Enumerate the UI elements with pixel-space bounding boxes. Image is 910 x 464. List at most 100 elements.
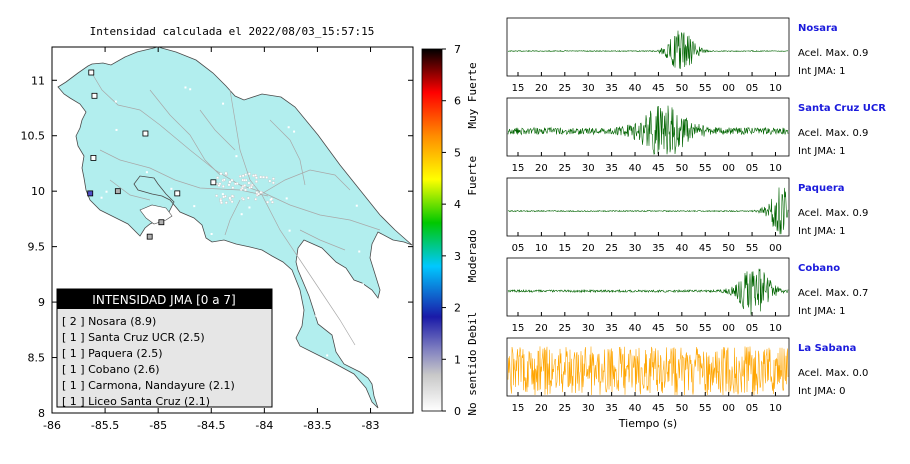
station-max-accel: Acel. Max. 0.9	[798, 128, 868, 139]
waveform-panel: 15 20 25 30 35 40 45 50 55 00 05 10 La Sabana Acel. M…	[506, 337, 868, 414]
waveform-tick-label: 30	[582, 163, 595, 174]
city-dot	[243, 178, 246, 182]
city-dot	[259, 191, 263, 194]
waveform-tick-label: 10	[769, 403, 782, 414]
waveform-tick-label: 10	[769, 83, 782, 94]
waveform-tick-label: 20	[582, 243, 595, 254]
colorbar-category-label: Debil	[466, 312, 479, 345]
colorbar-labels: No sentido Debil Moderado Fuerte Muy Fuerte	[466, 62, 479, 415]
waveform-frame	[506, 177, 790, 237]
waveform-frame	[506, 17, 790, 77]
map-x-tick-label: -85	[149, 419, 167, 432]
city-dot	[241, 174, 245, 178]
map-x-tick-label: -83	[362, 419, 380, 432]
map-y-tick-label: 9	[38, 296, 45, 309]
map-title: Intensidad calculada el 2022/08/03_15:57…	[90, 25, 375, 38]
waveform-tick-label: 55	[699, 83, 712, 94]
colorbar-tick-label: 0	[454, 405, 461, 418]
waveform-tick-label: 05	[746, 163, 759, 174]
colorbar-tick-label: 3	[454, 250, 461, 263]
waveform-tick-label: 20	[535, 83, 548, 94]
city-dot	[280, 328, 283, 331]
intensity-legend: INTENSIDAD JMA [0 a 7] [ 2 ] Nosara (8.9…	[56, 288, 273, 408]
city-dot	[220, 201, 223, 205]
city-dot	[223, 178, 226, 182]
city-dot	[228, 180, 232, 184]
map-y-tick-label: 9.5	[28, 241, 46, 254]
waveform-tick-label: 15	[558, 243, 571, 254]
intensity-colorbar: 0 1 2 3 4 5 6 7 No sentido Debil Moderado Fuerte Mu…	[421, 43, 479, 418]
waveform-tick-label: 00	[722, 163, 735, 174]
city-dot	[287, 126, 290, 129]
waveform-tick-label: 05	[746, 403, 759, 414]
waveform-tick-label: 30	[582, 323, 595, 334]
city-dot	[355, 204, 358, 207]
station-marker	[90, 155, 97, 161]
station-marker	[142, 130, 149, 137]
city-dot	[105, 190, 108, 193]
legend-item: [ 1 ] Santa Cruz UCR (2.5)	[62, 331, 205, 344]
station-marker	[158, 219, 165, 226]
station-intensity: Int JMA: 1	[798, 306, 846, 317]
waveform-tick-label: 40	[629, 83, 642, 94]
city-dot	[239, 175, 242, 178]
city-dot	[255, 176, 258, 180]
station-marker	[91, 92, 98, 99]
waveform-tick-label: 50	[675, 163, 688, 174]
waveform-tick-label: 00	[722, 403, 735, 414]
city-dot	[230, 178, 234, 182]
station-max-accel: Acel. Max. 0.7	[798, 288, 868, 299]
station-marker	[88, 69, 95, 76]
map-y-tick-label: 10	[31, 185, 45, 198]
station-marker	[114, 188, 121, 195]
city-dot	[377, 234, 380, 237]
city-dot	[222, 185, 225, 188]
legend-item: [ 1 ] Paquera (2.5)	[62, 347, 163, 360]
waveform-tick-label: 55	[699, 403, 712, 414]
colorbar-gradient	[421, 48, 443, 412]
map-x-tick-label: -84.5	[197, 419, 225, 432]
city-dot	[231, 186, 235, 189]
waveform-tick-label: 45	[652, 323, 665, 334]
map-x-axis: -86 -85.5 -85 -84.5 -84 -83.5 -83	[43, 47, 380, 432]
city-dot	[225, 201, 228, 204]
waveform-tick-label: 55	[699, 323, 712, 334]
waveform-tick-label: 50	[722, 243, 735, 254]
city-dot	[288, 229, 291, 232]
city-dot	[354, 296, 357, 299]
waveform-tick-label: 45	[652, 83, 665, 94]
legend-item: [ 2 ] Nosara (8.9)	[62, 315, 156, 328]
waveform-tick-label: 15	[512, 83, 525, 94]
waveform-trace	[507, 105, 789, 155]
city-dot	[218, 182, 222, 186]
city-dot	[272, 181, 275, 185]
waveform-tick-label: 10	[769, 323, 782, 334]
station-max-accel: Acel. Max. 0.9	[798, 48, 868, 59]
waveform-tick-label: 00	[769, 243, 782, 254]
legend-item: [ 1 ] Liceo Santa Cruz (2.1)	[62, 395, 210, 408]
city-dot	[244, 173, 247, 176]
waveform-tick-label: 25	[605, 243, 618, 254]
waveform-panel: 05 10 15 20 25 30 35 40 45 50 55 00 Paquera Acel. Max…	[506, 177, 868, 254]
waveform-tick-label: 25	[558, 403, 571, 414]
road-network	[89, 69, 381, 346]
city-dot	[170, 187, 173, 190]
waveform-panels: 15 20 25 30 35 40 45 50 55 00 05 10 Nosara Acel. Max.…	[506, 17, 886, 414]
waveform-trace	[507, 30, 789, 69]
station-intensity: Int JMA: 1	[798, 66, 846, 77]
city-dot	[215, 194, 218, 198]
waveform-tick-label: 05	[512, 243, 525, 254]
waveform-tick-label: 40	[629, 163, 642, 174]
waveform-tick-label: 15	[512, 323, 525, 334]
waveform-tick-label: 45	[699, 243, 712, 254]
city-dot	[210, 232, 213, 235]
waveform-frame	[506, 257, 790, 317]
city-dot	[184, 86, 187, 89]
waveform-tick-label: 10	[535, 243, 548, 254]
city-dot	[293, 130, 296, 133]
waveform-tick-label: 50	[675, 403, 688, 414]
colorbar-category-label: Muy Fuerte	[466, 62, 479, 128]
colorbar-category-label: No sentido	[466, 349, 479, 415]
gulf-of-nicoya	[139, 204, 173, 225]
